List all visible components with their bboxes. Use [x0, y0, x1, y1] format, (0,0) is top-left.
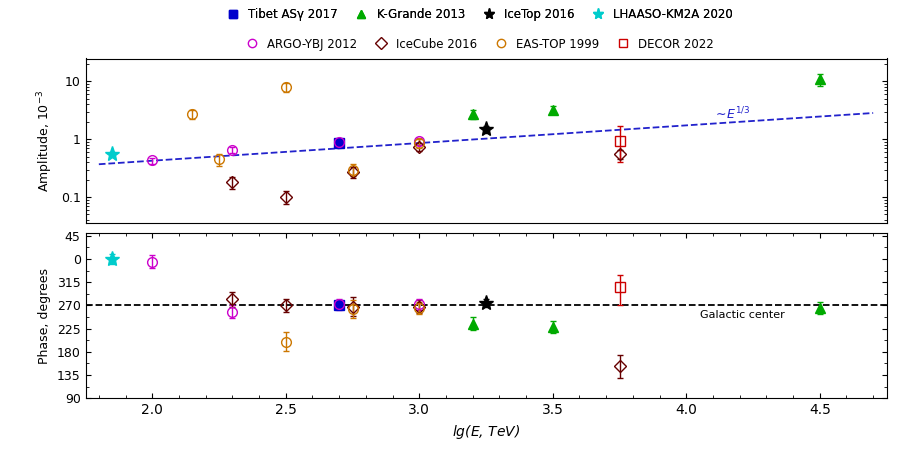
Text: Galactic center: Galactic center: [699, 310, 784, 320]
Text: $\sim\!E^{1/3}$: $\sim\!E^{1/3}$: [713, 106, 751, 122]
Y-axis label: Phase, degrees: Phase, degrees: [38, 268, 51, 364]
X-axis label: lg($E$, TeV): lg($E$, TeV): [452, 423, 520, 441]
Legend: ARGO-YBJ 2012, IceCube 2016, EAS-TOP 1999, DECOR 2022: ARGO-YBJ 2012, IceCube 2016, EAS-TOP 199…: [238, 35, 716, 53]
Y-axis label: Amplitude, $10^{-3}$: Amplitude, $10^{-3}$: [36, 90, 55, 192]
Legend: Tibet ASγ 2017, K-Grande 2013, IceTop 2016, LHAASO-KM2A 2020: Tibet ASγ 2017, K-Grande 2013, IceTop 20…: [219, 6, 735, 23]
